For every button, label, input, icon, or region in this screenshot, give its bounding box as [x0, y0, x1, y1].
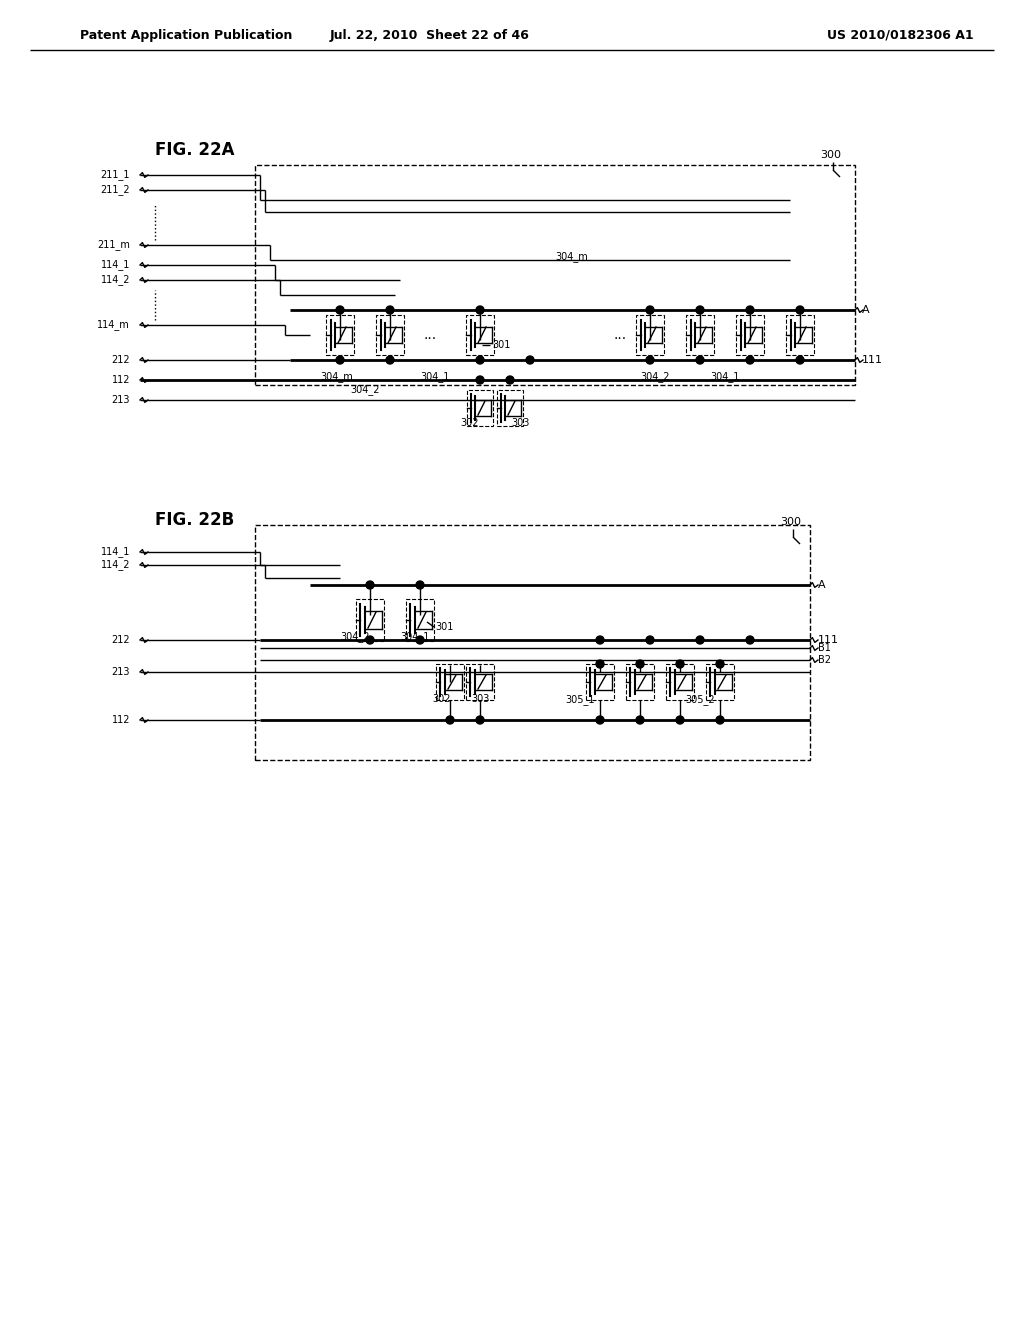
Text: 304_1: 304_1 — [420, 371, 450, 383]
Text: 300: 300 — [780, 517, 801, 527]
Circle shape — [526, 356, 534, 364]
Text: 114_1: 114_1 — [100, 546, 130, 557]
Text: 305_2: 305_2 — [685, 694, 715, 705]
Circle shape — [366, 636, 374, 644]
Circle shape — [416, 636, 424, 644]
Bar — [586, 664, 614, 700]
Text: 305_1: 305_1 — [565, 694, 595, 705]
Circle shape — [746, 636, 754, 644]
Circle shape — [416, 581, 424, 589]
Bar — [626, 664, 654, 700]
Circle shape — [476, 715, 484, 723]
Text: 112: 112 — [112, 715, 130, 725]
Text: 213: 213 — [112, 395, 130, 405]
Text: 301: 301 — [492, 341, 510, 350]
Bar — [356, 599, 384, 642]
Text: 211_1: 211_1 — [100, 169, 130, 181]
Text: 301: 301 — [435, 622, 454, 632]
Circle shape — [596, 636, 604, 644]
Circle shape — [476, 306, 484, 314]
Text: Jul. 22, 2010  Sheet 22 of 46: Jul. 22, 2010 Sheet 22 of 46 — [330, 29, 530, 41]
Bar — [436, 664, 464, 700]
Bar — [736, 315, 764, 355]
Bar — [255, 525, 810, 760]
Circle shape — [636, 660, 644, 668]
Text: 304_m: 304_m — [555, 252, 588, 263]
Text: 211_2: 211_2 — [100, 185, 130, 195]
Bar — [666, 664, 694, 700]
Text: 213: 213 — [112, 667, 130, 677]
Circle shape — [646, 306, 654, 314]
Text: 304_1: 304_1 — [400, 631, 429, 643]
Circle shape — [386, 306, 394, 314]
Text: 304_2: 304_2 — [340, 631, 370, 643]
Circle shape — [716, 660, 724, 668]
Text: 112: 112 — [112, 375, 130, 385]
Bar — [497, 389, 523, 426]
Text: 114_2: 114_2 — [100, 560, 130, 570]
Bar — [467, 389, 493, 426]
Circle shape — [676, 660, 684, 668]
Circle shape — [696, 306, 705, 314]
Text: 304_m: 304_m — [319, 371, 352, 383]
Circle shape — [676, 715, 684, 723]
Circle shape — [636, 715, 644, 723]
Text: ...: ... — [424, 327, 436, 342]
Text: B1: B1 — [818, 643, 830, 653]
Text: ...: ... — [613, 327, 627, 342]
Circle shape — [336, 356, 344, 364]
Circle shape — [366, 581, 374, 589]
Text: A: A — [818, 579, 825, 590]
Circle shape — [386, 356, 394, 364]
Text: FIG. 22B: FIG. 22B — [155, 511, 234, 529]
Circle shape — [446, 715, 454, 723]
Circle shape — [476, 376, 484, 384]
Circle shape — [796, 356, 804, 364]
Text: 111: 111 — [818, 635, 839, 645]
Circle shape — [476, 356, 484, 364]
Text: 304_2: 304_2 — [350, 384, 380, 396]
Text: Patent Application Publication: Patent Application Publication — [80, 29, 293, 41]
Circle shape — [716, 715, 724, 723]
Bar — [376, 315, 404, 355]
Text: 212: 212 — [112, 355, 130, 366]
Circle shape — [746, 356, 754, 364]
Bar — [466, 664, 494, 700]
Text: 304_2: 304_2 — [640, 371, 670, 383]
Text: 302: 302 — [461, 418, 479, 428]
Circle shape — [646, 636, 654, 644]
Bar — [326, 315, 354, 355]
Text: 212: 212 — [112, 635, 130, 645]
Bar — [786, 315, 814, 355]
Text: 114_1: 114_1 — [100, 260, 130, 271]
Text: 304_1: 304_1 — [710, 371, 739, 383]
Text: 303: 303 — [511, 418, 529, 428]
Text: A: A — [862, 305, 869, 315]
Circle shape — [506, 376, 514, 384]
Circle shape — [646, 356, 654, 364]
Text: FIG. 22A: FIG. 22A — [155, 141, 234, 158]
Bar — [636, 315, 664, 355]
Bar — [686, 315, 714, 355]
Circle shape — [796, 306, 804, 314]
Circle shape — [696, 356, 705, 364]
Circle shape — [596, 660, 604, 668]
Text: 114_2: 114_2 — [100, 275, 130, 285]
Text: 111: 111 — [862, 355, 883, 366]
Bar — [466, 315, 494, 355]
Text: 302: 302 — [433, 694, 452, 704]
Bar — [406, 599, 434, 642]
Text: B2: B2 — [818, 655, 831, 665]
Text: 303: 303 — [471, 694, 489, 704]
Text: 300: 300 — [820, 150, 841, 160]
Bar — [706, 664, 734, 700]
Bar — [255, 165, 855, 385]
Circle shape — [596, 715, 604, 723]
Text: US 2010/0182306 A1: US 2010/0182306 A1 — [826, 29, 974, 41]
Circle shape — [696, 636, 705, 644]
Circle shape — [746, 306, 754, 314]
Text: 114_m: 114_m — [97, 319, 130, 330]
Circle shape — [336, 306, 344, 314]
Text: 211_m: 211_m — [97, 239, 130, 251]
